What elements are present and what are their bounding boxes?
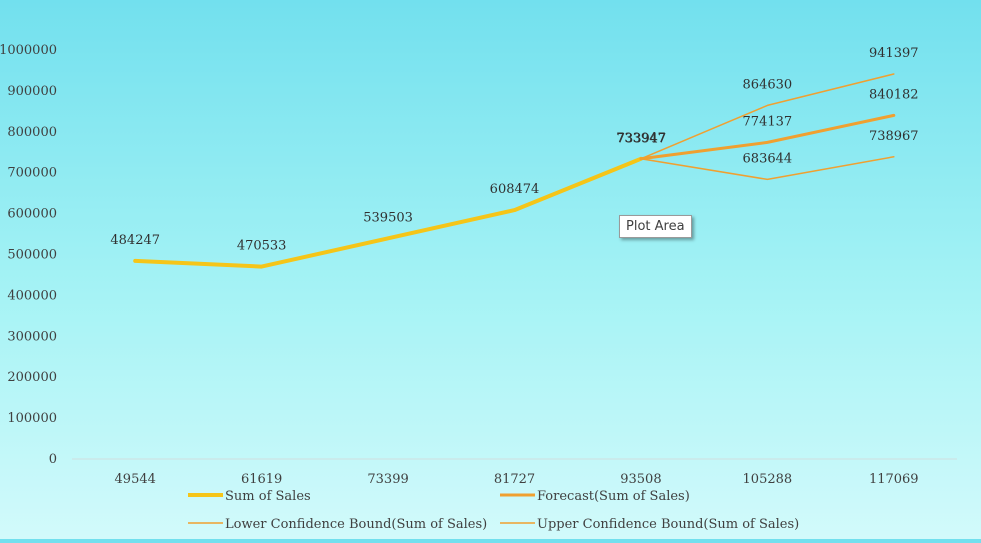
data-label: 733947	[617, 131, 667, 146]
y-tick-label: 900000	[7, 84, 57, 99]
x-tick-label: 49544	[115, 472, 156, 487]
series-line	[133, 156, 643, 269]
y-tick-label: 0	[49, 452, 57, 467]
x-tick-label: 105288	[743, 472, 793, 487]
data-label: 608474	[490, 182, 540, 197]
legend-label: Upper Confidence Bound(Sum of Sales)	[537, 517, 799, 532]
legend-item: Upper Confidence Bound(Sum of Sales)	[500, 517, 799, 532]
x-tick-label: 73399	[367, 472, 408, 487]
series-line	[639, 113, 896, 161]
legend-label: Sum of Sales	[225, 489, 311, 504]
legend-item: Forecast(Sum of Sales)	[500, 489, 690, 504]
data-label-layer: 484247 470533 539503 608474 733947 774137 8401…	[110, 46, 918, 254]
legend: Sum of Sales Forecast(Sum of Sales) Lower …	[188, 489, 799, 532]
y-tick-label: 200000	[7, 370, 57, 385]
data-label: 840182	[869, 87, 919, 102]
legend-item: Lower Confidence Bound(Sum of Sales)	[188, 517, 487, 532]
y-tick-label: 500000	[7, 248, 57, 263]
axis-layer: 0 100000 200000 300000 400000 500000 600000 700…	[0, 43, 957, 487]
y-tick-label: 300000	[7, 329, 57, 344]
x-tick-label: 81727	[494, 472, 535, 487]
data-label: 738967	[869, 129, 919, 144]
y-tick-label: 400000	[7, 288, 57, 303]
data-label: 470533	[237, 239, 287, 254]
series-line	[640, 156, 895, 181]
x-tick-label: 117069	[869, 472, 919, 487]
series-layer	[133, 73, 896, 269]
data-label: 683644	[743, 151, 793, 166]
legend-label: Forecast(Sum of Sales)	[537, 489, 690, 504]
plot-area-tooltip: Plot Area	[619, 215, 692, 238]
legend-label: Lower Confidence Bound(Sum of Sales)	[225, 517, 487, 532]
y-tick-label: 100000	[7, 411, 57, 426]
x-tick-label: 93508	[620, 472, 661, 487]
data-label: 774137	[743, 114, 793, 129]
y-tick-label: 700000	[7, 166, 57, 181]
y-tick-label: 800000	[7, 125, 57, 140]
data-label: 484247	[110, 233, 160, 248]
data-label: 733947	[616, 131, 666, 146]
data-label: 941397	[869, 46, 919, 61]
data-label: 539503	[363, 210, 413, 225]
y-tick-label: 600000	[7, 207, 57, 222]
series-line	[640, 73, 895, 160]
legend-item: Sum of Sales	[188, 489, 311, 504]
y-tick-label: 1000000	[0, 43, 57, 58]
x-tick-label: 61619	[241, 472, 282, 487]
data-label: 864630	[743, 77, 793, 92]
